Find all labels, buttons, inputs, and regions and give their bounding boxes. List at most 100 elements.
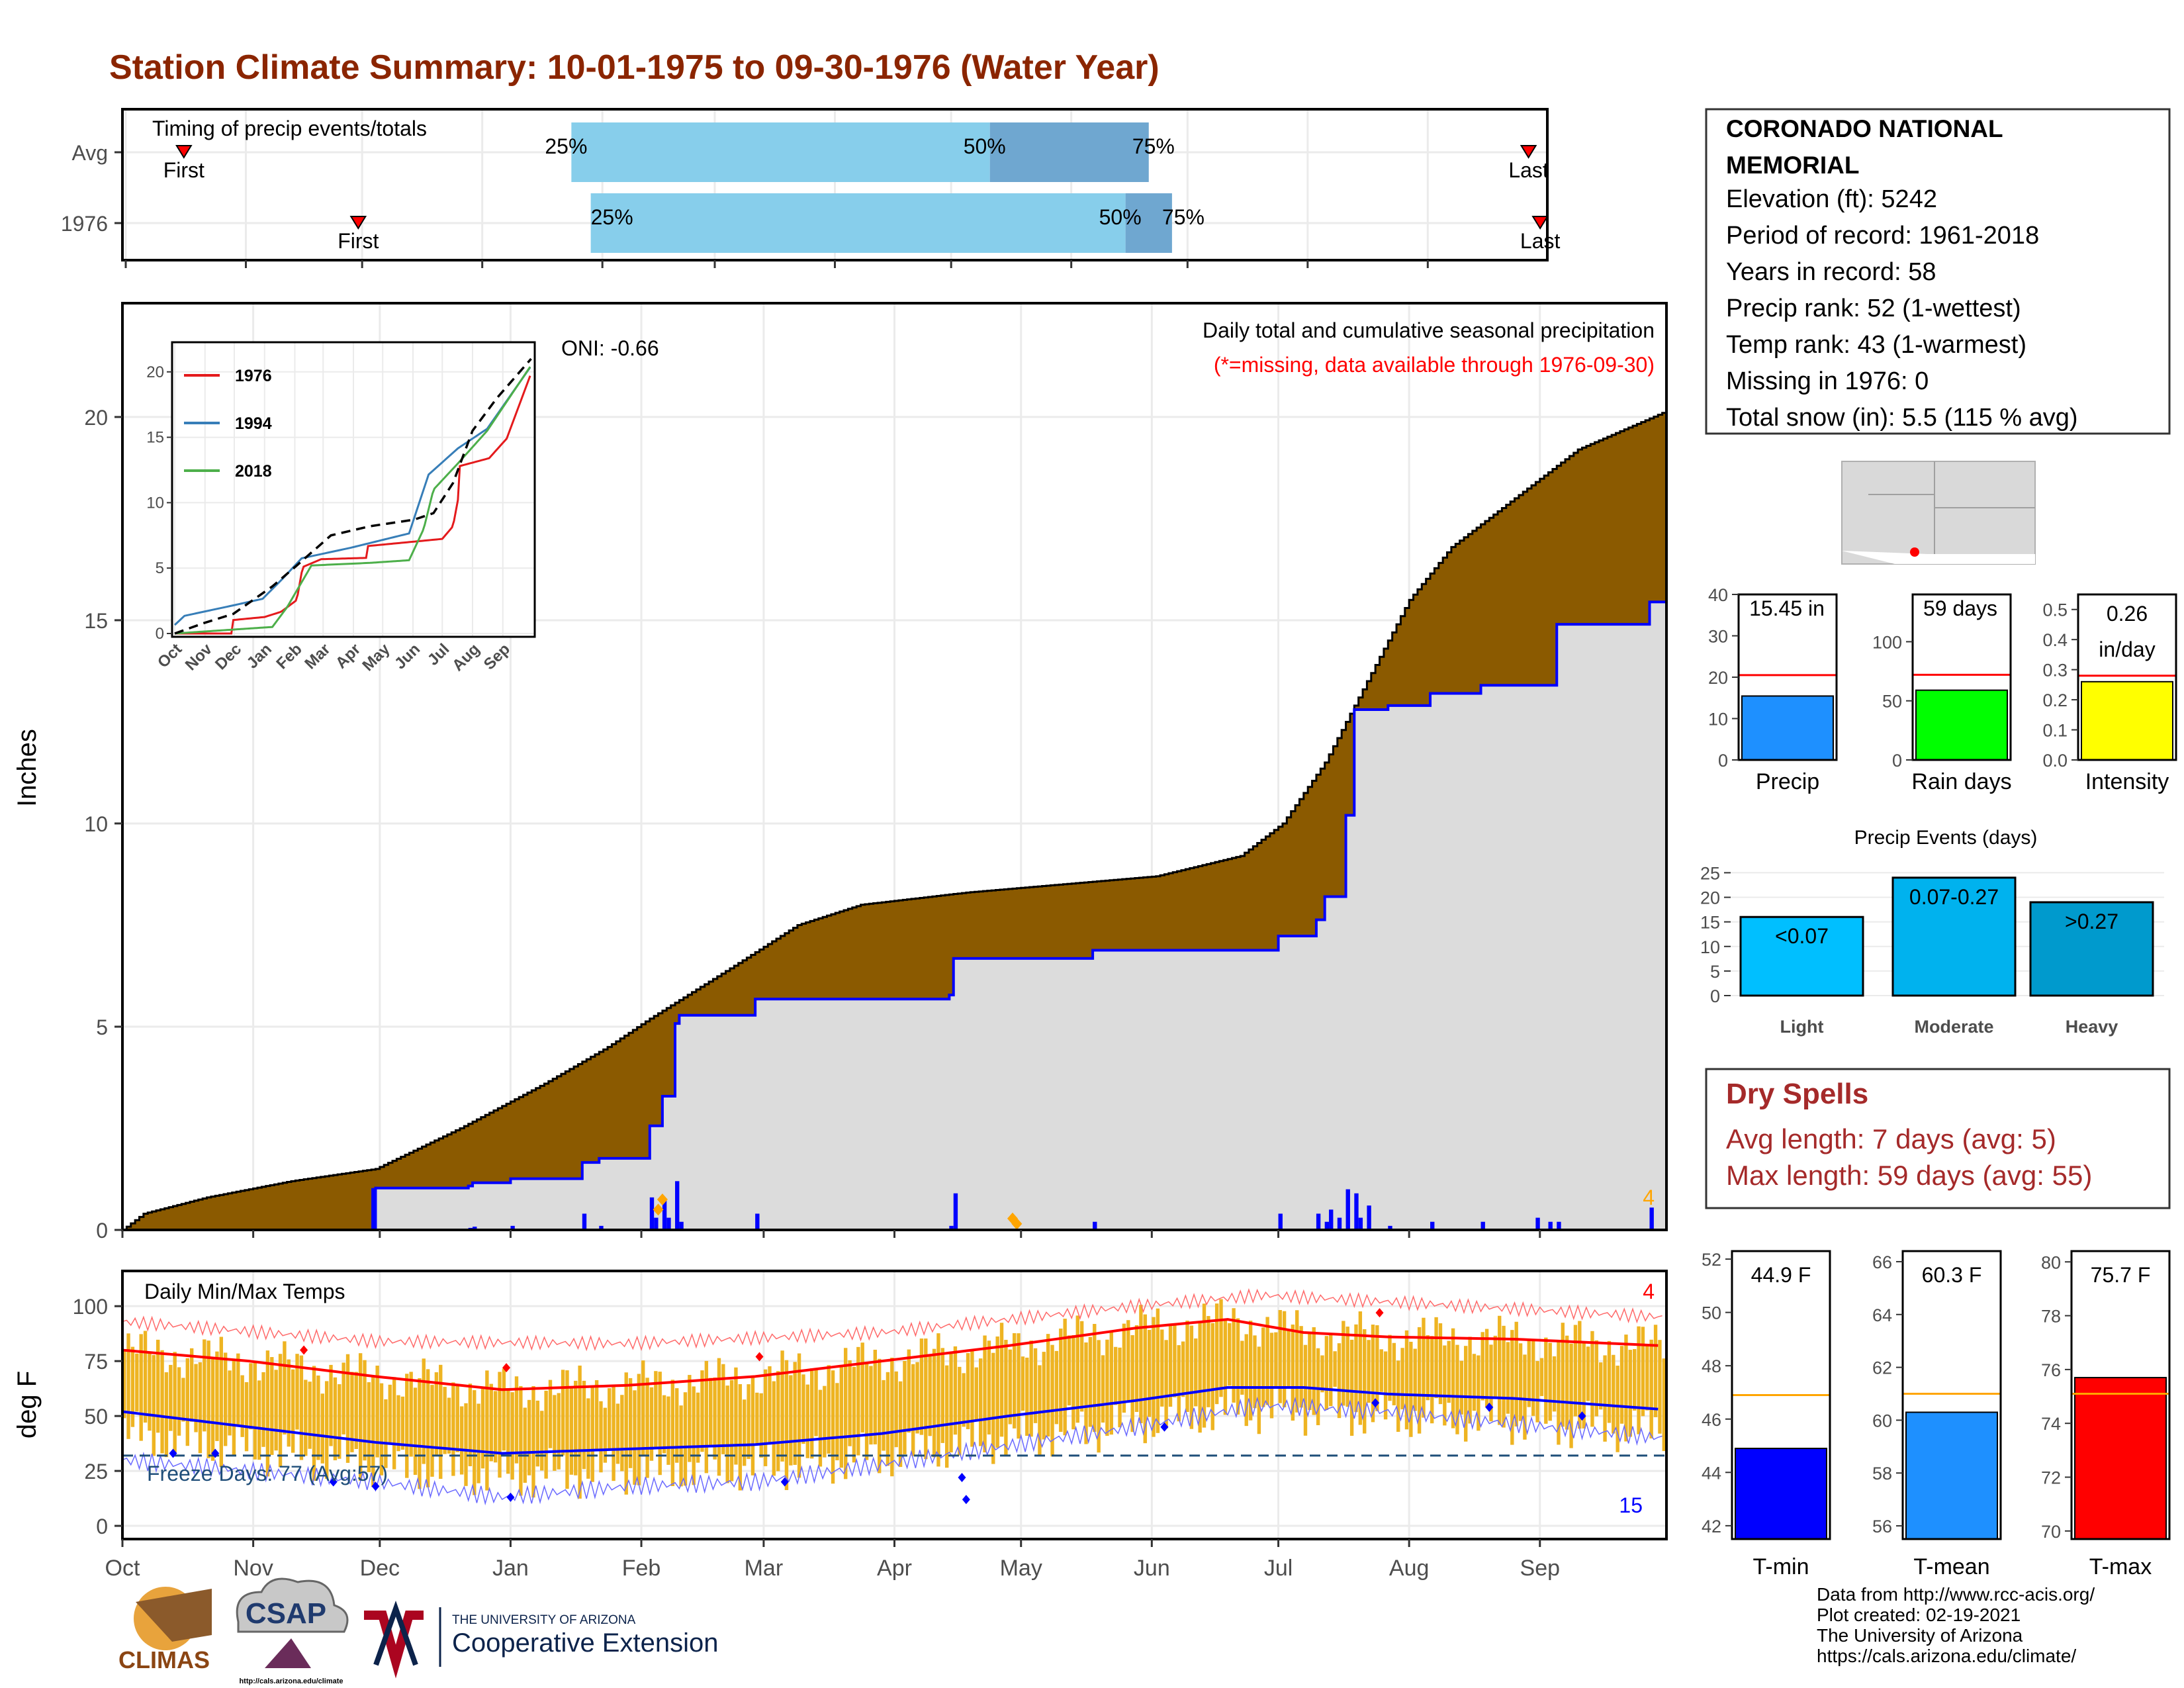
daily-precip-bar xyxy=(1535,1217,1540,1230)
climas-logo-text: CLIMAS xyxy=(118,1646,210,1673)
daily-temp-bar xyxy=(1278,1310,1282,1403)
daily-temp-bar xyxy=(320,1393,324,1464)
daily-temp-bar xyxy=(831,1370,835,1484)
daily-temp-bar xyxy=(274,1370,278,1451)
daily-temp-bar xyxy=(759,1393,763,1458)
daily-temp-bar xyxy=(755,1392,759,1444)
daily-precip-bar xyxy=(1548,1221,1553,1230)
record-low-marker xyxy=(962,1495,970,1505)
summary-bar-intensity xyxy=(2081,680,2173,761)
inset-ytick-label: 15 xyxy=(146,429,164,447)
daily-temp-bar xyxy=(1303,1344,1308,1436)
daily-temp-bar xyxy=(489,1383,493,1462)
timing-p25-label: 25% xyxy=(545,134,587,158)
daily-temp-bar xyxy=(860,1342,864,1433)
daily-temp-bar xyxy=(152,1355,156,1456)
daily-temp-bar xyxy=(1607,1340,1612,1423)
daily-temp-bar xyxy=(1329,1334,1333,1407)
daily-precip-bar xyxy=(755,1213,760,1230)
daily-temp-bar xyxy=(514,1376,519,1464)
month-axis-label: Oct xyxy=(105,1556,140,1581)
csap-logo-cloud xyxy=(236,1577,349,1633)
record-high-marker xyxy=(1375,1308,1384,1318)
daily-temp-bar xyxy=(991,1352,995,1464)
temp-summary-value: 60.3 F xyxy=(1922,1263,1982,1287)
daily-temp-bar xyxy=(1059,1329,1063,1432)
daily-temp-bar xyxy=(615,1403,620,1464)
timing-bar-q50-q75 xyxy=(1125,193,1172,253)
daily-temp-bar xyxy=(569,1388,574,1475)
daily-temp-bar xyxy=(219,1336,223,1468)
temp-summary-bar-t-max xyxy=(2074,1377,2167,1540)
daily-temp-bar xyxy=(1105,1339,1109,1436)
daily-precip-bar xyxy=(1093,1221,1097,1230)
inset-legend-label: 1994 xyxy=(235,414,272,433)
temp-summary-ytick-label: 72 xyxy=(2041,1468,2061,1487)
event-category-label: Heavy xyxy=(2066,1017,2118,1037)
daily-temp-bar xyxy=(1637,1326,1641,1434)
inset-legend-label: 2018 xyxy=(235,462,272,481)
first-event-label: First xyxy=(163,158,205,182)
daily-temp-bar xyxy=(160,1350,164,1454)
record-low-marker xyxy=(329,1477,338,1487)
daily-temp-bar xyxy=(924,1338,928,1460)
daily-temp-bar xyxy=(1484,1329,1489,1407)
inset-frame xyxy=(171,341,536,638)
precip-total-value: 15.45 in xyxy=(1749,596,1825,620)
temp-summary-ytick-label: 50 xyxy=(1702,1303,1721,1323)
daily-temp-bar xyxy=(793,1362,797,1465)
record-low-marker xyxy=(1371,1398,1380,1408)
daily-temp-bar xyxy=(1438,1323,1443,1405)
daily-temp-bar xyxy=(810,1368,814,1459)
daily-temp-bar xyxy=(1358,1311,1363,1425)
daily-temp-bar xyxy=(999,1323,1004,1437)
daily-temp-bar xyxy=(1539,1358,1544,1396)
inset-ytick-label: 10 xyxy=(146,494,164,512)
daily-precip-bar xyxy=(1649,1207,1654,1230)
daily-temp-bar xyxy=(257,1380,261,1460)
daily-temp-bar xyxy=(1426,1335,1430,1401)
daily-temp-bar xyxy=(135,1353,139,1412)
daily-temp-bar xyxy=(1042,1352,1046,1440)
daily-temp-bar xyxy=(1527,1338,1531,1407)
daily-temp-bar xyxy=(1383,1351,1388,1420)
daily-temp-bar xyxy=(430,1385,434,1477)
daily-precip-bar xyxy=(666,1217,671,1230)
summary-ytick-label: 20 xyxy=(1708,668,1728,688)
daily-temp-bar xyxy=(1122,1323,1126,1413)
page-title: Station Climate Summary: 10-01-1975 to 0… xyxy=(109,48,1160,87)
daily-temp-bar xyxy=(1455,1344,1459,1434)
summary-ytick-label: 0.2 xyxy=(2042,690,2068,710)
daily-temp-bar xyxy=(995,1336,999,1448)
events-ytick-label: 5 xyxy=(1710,962,1720,982)
events-ytick-label: 25 xyxy=(1700,863,1720,883)
record-low-marker xyxy=(211,1448,220,1458)
event-bar-light xyxy=(1739,915,1864,997)
daily-temp-bar xyxy=(797,1353,801,1478)
daily-temp-bar xyxy=(915,1362,919,1434)
station-info-line: Temp rank: 43 (1-warmest) xyxy=(1726,331,2026,359)
daily-temp-bar xyxy=(464,1403,468,1486)
timing-bar-q25-q50 xyxy=(571,122,990,182)
daily-temp-bar xyxy=(1093,1324,1097,1432)
daily-temp-bar xyxy=(1510,1330,1514,1445)
daily-temp-bar xyxy=(1198,1321,1202,1433)
precip-ytick-label: 10 xyxy=(84,812,108,836)
summary-ytick-label: 30 xyxy=(1708,627,1728,647)
csap-logo-url: http://cals.arizona.edu/climate xyxy=(239,1677,343,1685)
daily-temp-bar xyxy=(1046,1334,1050,1437)
last-event-label: Last xyxy=(1508,158,1549,182)
daily-temp-bar xyxy=(1459,1360,1464,1415)
daily-temp-bar xyxy=(1489,1344,1493,1422)
daily-temp-bar xyxy=(1569,1343,1573,1448)
daily-temp-bar xyxy=(772,1381,776,1476)
daily-temp-bar xyxy=(194,1364,198,1432)
daily-temp-bar xyxy=(1008,1349,1012,1425)
csap-logo-text: CSAP xyxy=(246,1597,326,1630)
daily-temp-bar xyxy=(1464,1346,1468,1442)
daily-temp-bar xyxy=(666,1396,670,1465)
daily-temp-bar xyxy=(970,1350,974,1447)
daily-temp-bar xyxy=(345,1354,350,1463)
daily-temp-bar xyxy=(1088,1336,1093,1427)
daily-temp-bar xyxy=(805,1384,810,1458)
